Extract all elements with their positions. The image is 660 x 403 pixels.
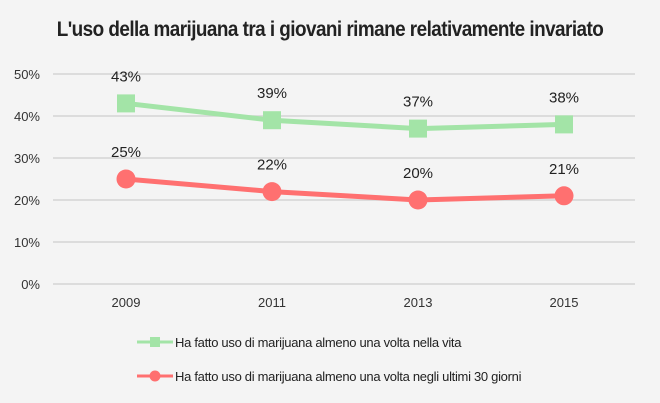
legend-item-lifetime: Ha fatto uso di marijuana almeno una vol… <box>137 333 461 351</box>
legend-circle-marker-icon <box>137 370 173 382</box>
data-label: 22% <box>257 157 287 174</box>
y-tick-label: 20% <box>14 193 40 208</box>
series-line <box>125 100 565 132</box>
legend-square-marker-icon <box>137 337 173 347</box>
data-point-circle <box>116 169 136 189</box>
data-label: 37% <box>403 94 433 111</box>
y-tick-label: 40% <box>14 109 40 124</box>
legend-label: Ha fatto uso di marijuana almeno una vol… <box>175 334 462 350</box>
data-label: 43% <box>111 68 141 85</box>
data-label: 21% <box>549 161 579 178</box>
data-label: 25% <box>111 144 141 161</box>
x-tick-label: 2015 <box>550 295 579 310</box>
y-tick-label: 10% <box>14 235 40 250</box>
data-label: 38% <box>549 89 579 106</box>
x-tick-label: 2013 <box>404 295 433 310</box>
y-tick-label: 0% <box>21 277 40 292</box>
legend-item-30-days: Ha fatto uso di marijuana almeno una vol… <box>137 367 521 385</box>
legend-label: Ha fatto uso di marijuana almeno una vol… <box>175 368 522 384</box>
data-point-square <box>555 115 573 134</box>
series-line <box>125 176 565 203</box>
y-tick-label: 50% <box>14 67 40 82</box>
data-point-square <box>117 94 135 113</box>
chart-title: L'uso della marijuana tra i giovani rima… <box>56 18 604 41</box>
x-tick-label: 2011 <box>258 295 286 310</box>
data-label: 20% <box>403 165 433 182</box>
data-point-circle <box>408 190 428 210</box>
x-tick-label: 2009 <box>112 295 141 310</box>
data-point-circle <box>262 182 282 202</box>
y-tick-label: 30% <box>14 151 40 166</box>
data-point-square <box>263 111 281 130</box>
data-point-square <box>409 119 427 138</box>
data-point-circle <box>554 186 574 206</box>
data-label: 39% <box>257 85 287 102</box>
